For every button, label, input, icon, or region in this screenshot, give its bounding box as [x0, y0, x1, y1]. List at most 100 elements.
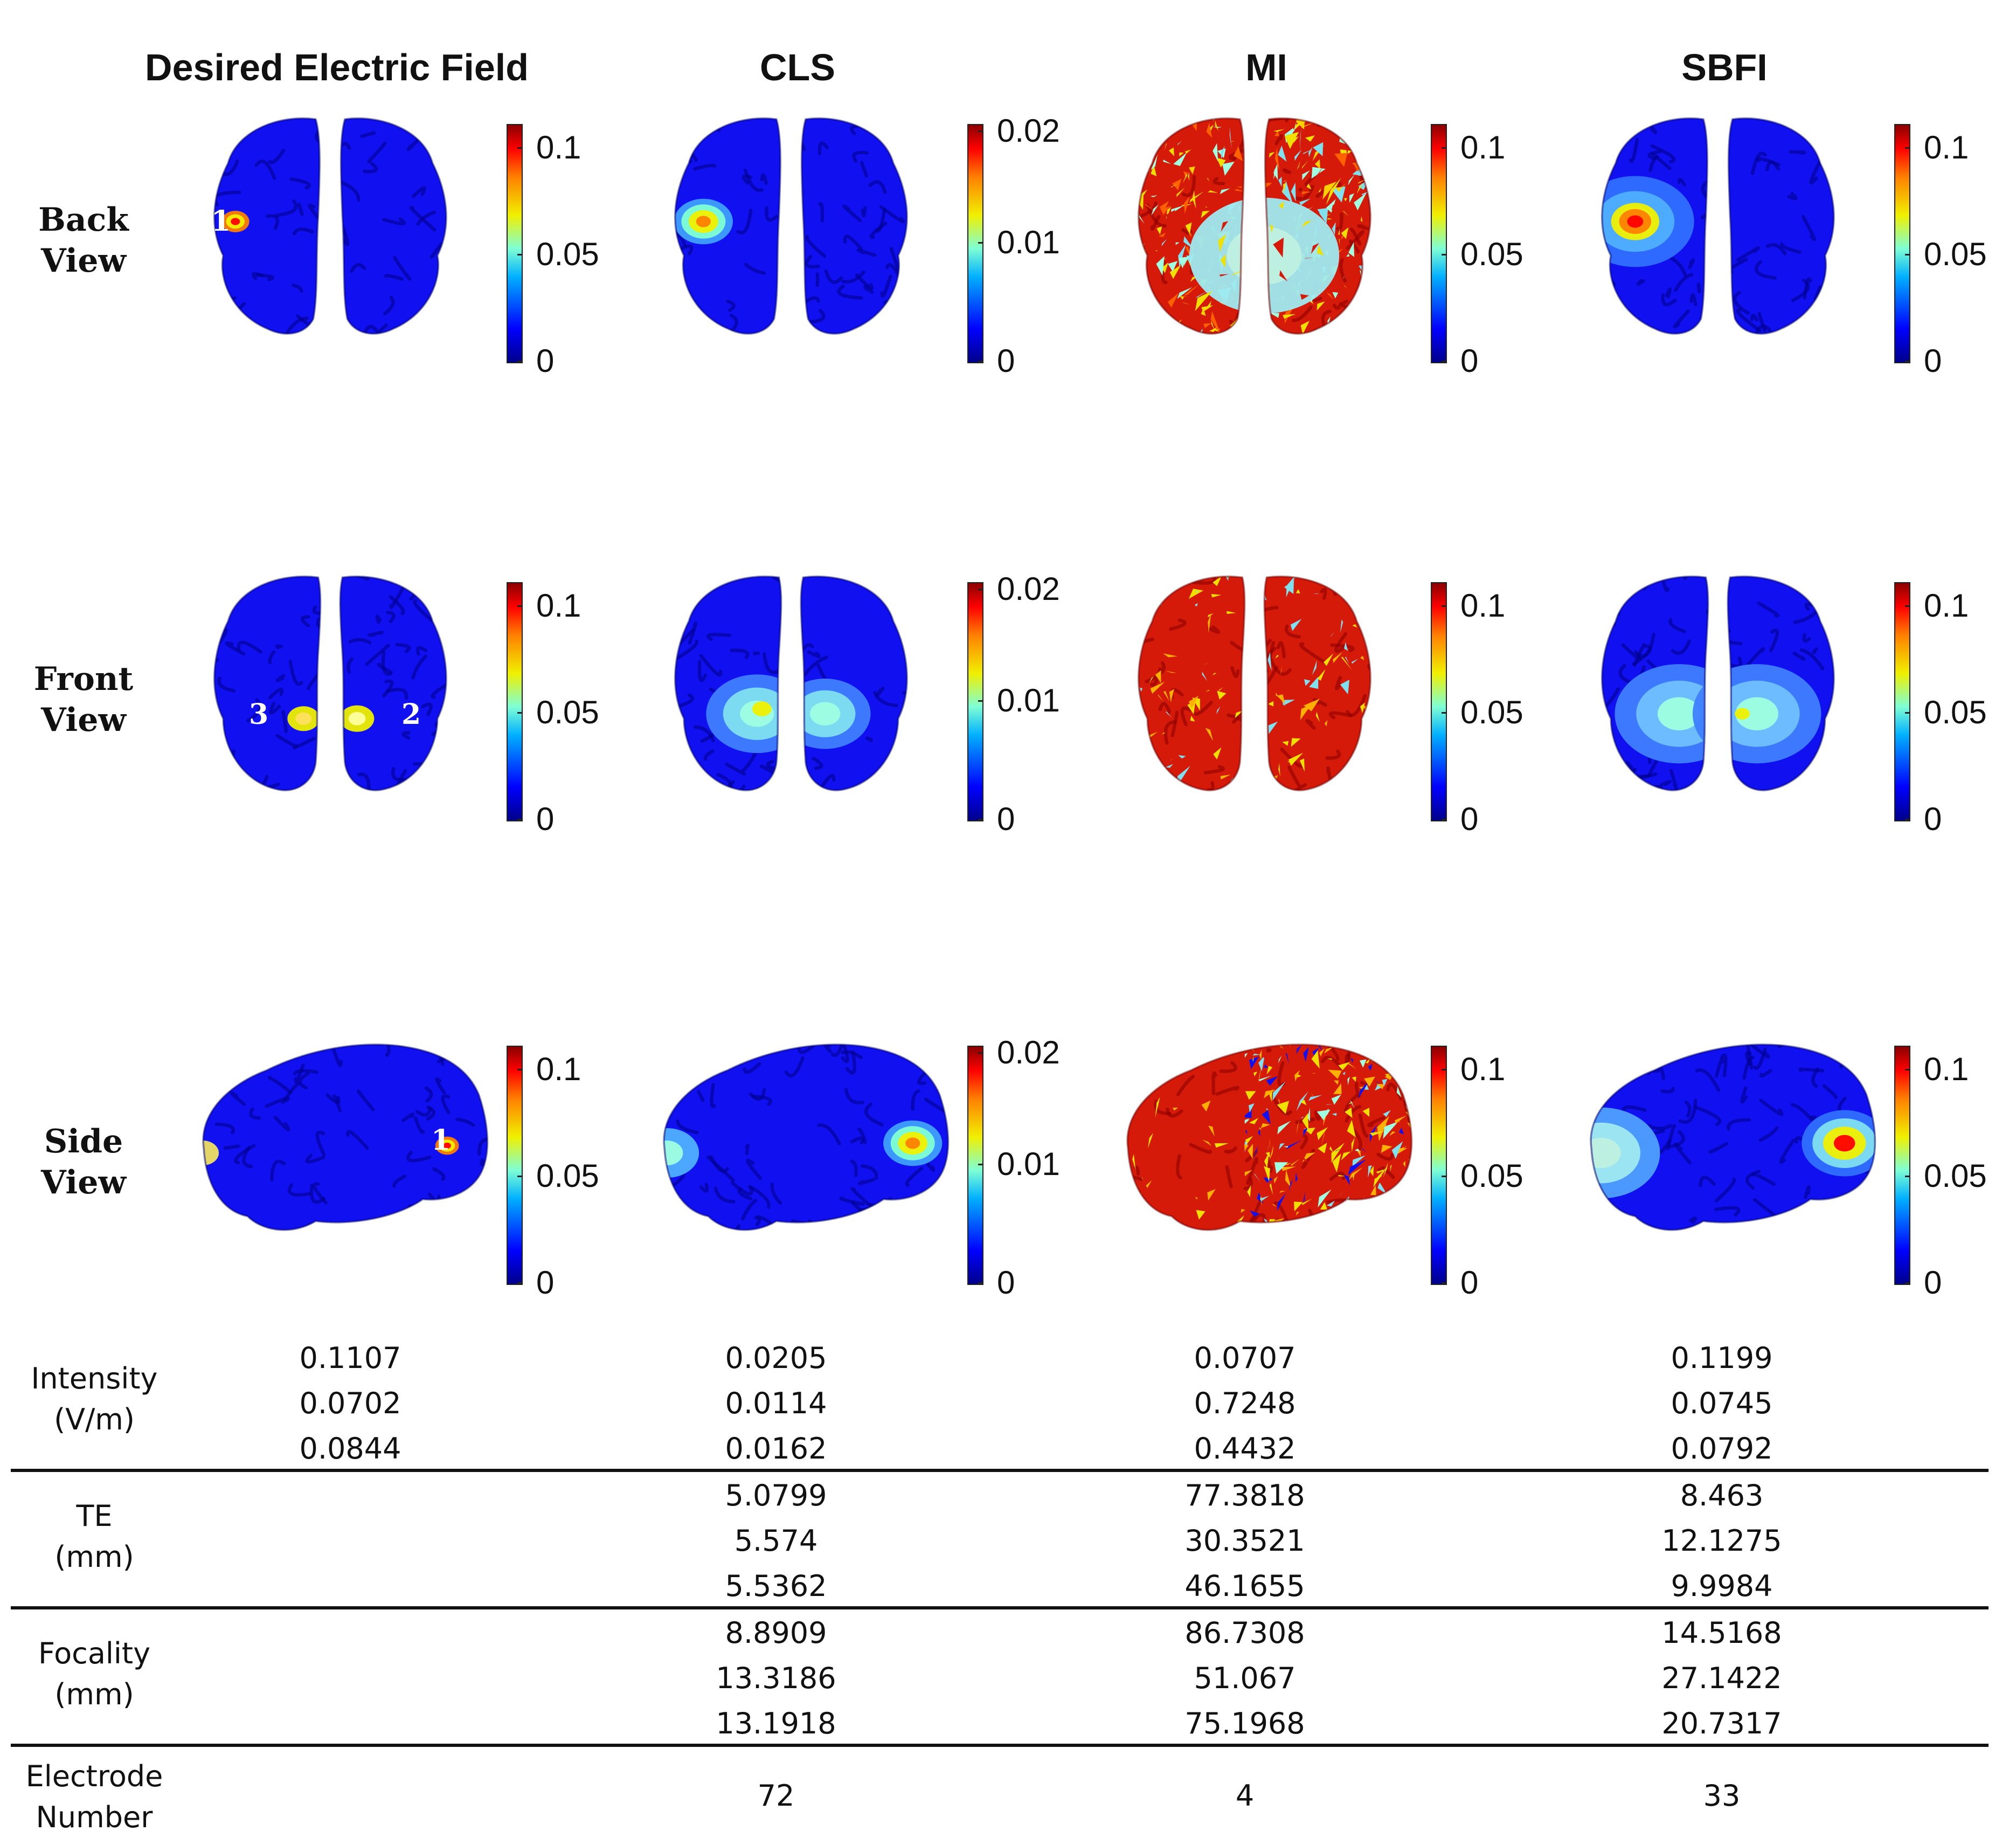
colorbar-tick-label: 0.05: [1924, 236, 1987, 272]
colorbar-tick-label: 0.02: [997, 571, 1060, 607]
colorbar-tick-mark: [1905, 361, 1910, 362]
table-rule: [11, 1744, 1989, 1747]
colorbar-tick-label: 0.05: [1460, 236, 1523, 272]
colorbar-front-sbfi: [1894, 582, 1910, 821]
colorbar-tick-label: 0.05: [536, 1158, 599, 1194]
brain-side-desired: [202, 1044, 489, 1231]
colorbar-tick-mark: [1905, 1176, 1910, 1177]
intensity-desired-values: 0.1107 0.0702 0.0844: [226, 1336, 474, 1471]
region-marker-front-left: 3: [249, 698, 269, 731]
table-cell: 0.4432: [1194, 1432, 1296, 1466]
colorbar-tick-mark: [978, 1164, 983, 1165]
brain-side-cls: [663, 1044, 950, 1231]
row-label-line: Side: [44, 1123, 123, 1160]
colorbar-tick-mark: [978, 242, 983, 244]
colorbar-tick-mark: [1442, 1069, 1447, 1070]
table-cell: 0.0205: [725, 1341, 827, 1375]
table-label-electrode-number: Electrode Number: [11, 1756, 178, 1838]
colorbar-tick-label: 0: [1460, 1265, 1479, 1301]
colorbar-tick-label: 0.1: [1460, 129, 1506, 165]
table-cell: 0.1199: [1671, 1341, 1773, 1375]
colorbar-front-desired: [507, 582, 523, 821]
table-rule: [11, 1469, 1989, 1472]
row-label-side-view: Side View: [11, 1121, 156, 1203]
table-cell: 13.1918: [716, 1706, 836, 1740]
colorbar-front-cls: [967, 582, 983, 821]
colorbar-tick-label: 0.01: [997, 224, 1060, 260]
row-label-back-view: Back View: [11, 199, 156, 281]
electrode-mi-value: 4: [1121, 1773, 1369, 1819]
table-label-line: Electrode: [25, 1759, 163, 1793]
focality-mi-values: 86.7308 51.067 75.1968: [1121, 1611, 1369, 1746]
intensity-sbfi-values: 0.1199 0.0745 0.0792: [1598, 1336, 1846, 1471]
table-cell: 9.9984: [1671, 1569, 1773, 1603]
table-label-line: (V/m): [54, 1402, 135, 1436]
row-label-line: Back: [38, 201, 129, 239]
table-cell: 75.1968: [1184, 1706, 1305, 1740]
row-label-front-view: Front View: [11, 659, 156, 741]
brain-front-sbfi: [1601, 575, 1835, 791]
table-cell: 20.7317: [1661, 1706, 1782, 1740]
colorbar-tick-mark: [978, 1052, 983, 1054]
brain-front-cls: [674, 575, 908, 791]
colorbar-tick-label: 0: [536, 801, 555, 837]
colorbar-tick-label: 0: [1924, 1265, 1942, 1301]
colorbar-tick-mark: [1905, 819, 1910, 820]
colorbar-tick-label: 0.1: [1924, 1051, 1969, 1087]
table-label-line: Intensity: [31, 1362, 158, 1395]
region-marker-back: 1: [211, 205, 231, 238]
table-cell: 8.8909: [725, 1616, 827, 1650]
table-cell: 13.3186: [716, 1661, 836, 1695]
electrode-cls-value: 72: [652, 1773, 900, 1819]
colorbar-tick-mark: [517, 1069, 523, 1070]
colorbar-tick-label: 0: [1460, 801, 1479, 837]
colorbar-tick-mark: [517, 147, 523, 149]
colorbar-tick-mark: [517, 254, 523, 255]
colorbar-back-cls: [967, 124, 983, 363]
colorbar-side-desired: [507, 1046, 523, 1285]
colorbar-back-mi: [1431, 124, 1447, 363]
column-title-desired: Desired Electric Field: [145, 46, 529, 88]
colorbar-tick-mark: [978, 589, 983, 591]
colorbar-tick-label: 0.1: [536, 1051, 581, 1087]
colorbar-tick-label: 0: [1924, 801, 1942, 837]
colorbar-side-mi: [1431, 1046, 1447, 1285]
table-cell: 27.1422: [1661, 1661, 1782, 1695]
table-cell: 51.067: [1194, 1661, 1296, 1695]
colorbar-tick-mark: [1442, 712, 1447, 714]
table-cell: 33: [1703, 1779, 1741, 1813]
table-label-te: TE (mm): [11, 1496, 178, 1578]
colorbar-tick-mark: [1442, 1282, 1447, 1284]
table-cell: 0.0707: [1194, 1341, 1296, 1375]
table-cell: 46.1655: [1184, 1569, 1305, 1603]
table-cell: 77.3818: [1184, 1478, 1305, 1512]
table-cell: 0.0745: [1671, 1386, 1773, 1420]
row-label-line: View: [40, 1164, 127, 1201]
focality-sbfi-values: 14.5168 27.1422 20.7317: [1598, 1611, 1846, 1746]
colorbar-tick-mark: [978, 361, 983, 362]
colorbar-tick-label: 0.1: [536, 129, 581, 165]
colorbar-front-mi: [1431, 582, 1447, 821]
colorbar-tick-label: 0.1: [1924, 129, 1969, 165]
colorbar-tick-label: 0.05: [1924, 694, 1987, 730]
te-sbfi-values: 8.463 12.1275 9.9984: [1598, 1473, 1846, 1609]
table-label-line: Focality: [38, 1636, 151, 1670]
table-label-line: TE: [76, 1499, 113, 1533]
colorbar-tick-mark: [1442, 605, 1447, 607]
colorbar-tick-mark: [1442, 147, 1447, 149]
table-cell: 5.0799: [725, 1478, 827, 1512]
colorbar-tick-mark: [517, 1282, 523, 1284]
table-cell: 0.1107: [299, 1341, 401, 1375]
table-cell: 86.7308: [1184, 1616, 1305, 1650]
colorbar-tick-mark: [1442, 254, 1447, 255]
colorbar-side-cls: [967, 1046, 983, 1285]
colorbar-tick-label: 0.05: [1460, 694, 1523, 730]
table-label-line: (mm): [54, 1540, 134, 1574]
colorbar-tick-label: 0.05: [536, 694, 599, 730]
table-cell: 5.5362: [725, 1569, 827, 1603]
colorbar-tick-mark: [517, 1176, 523, 1177]
table-cell: 12.1275: [1661, 1524, 1782, 1558]
brain-back-cls: [674, 117, 908, 335]
brain-side-mi: [1126, 1044, 1413, 1231]
colorbar-tick-mark: [978, 819, 983, 820]
